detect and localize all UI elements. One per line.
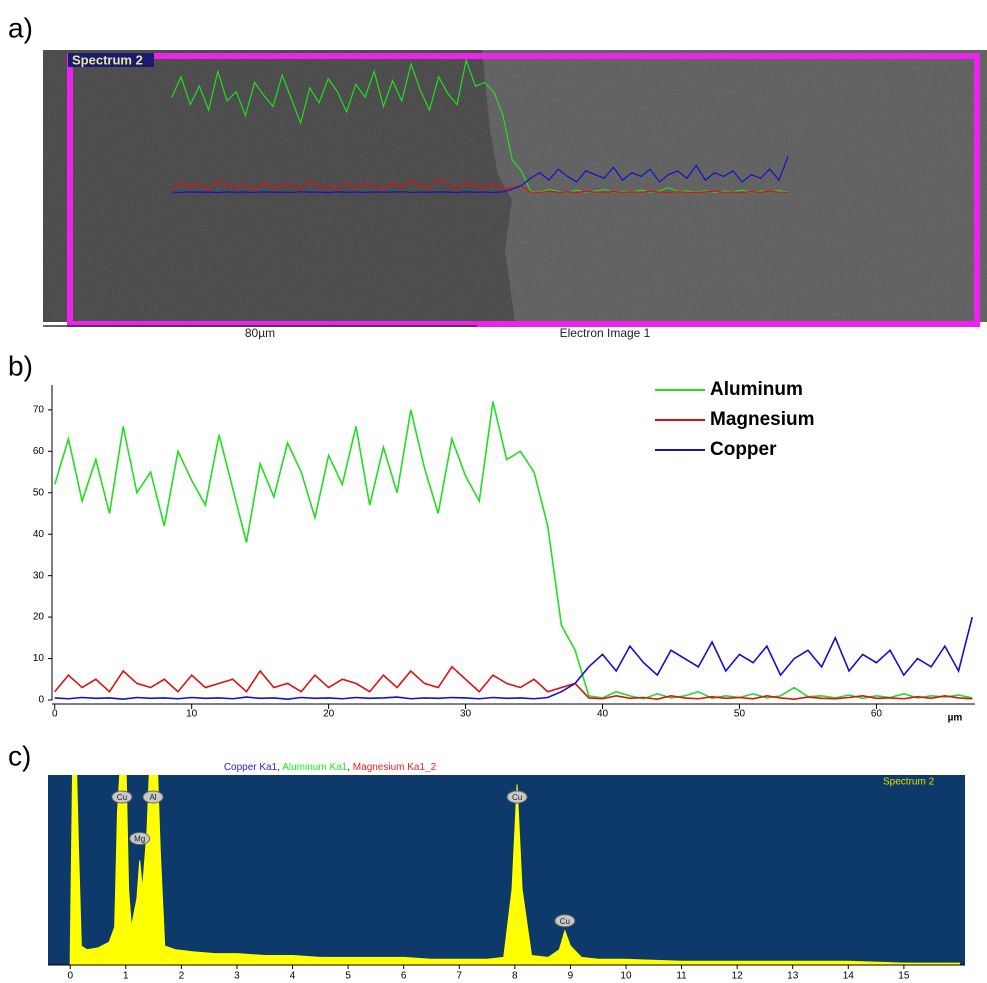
peak-label: Cu (560, 917, 570, 926)
y-tick-label: 20 (33, 612, 45, 623)
profile-overlay (171, 58, 789, 194)
legend-label: Copper (710, 439, 777, 460)
x-tick-label: 0 (52, 709, 58, 720)
x-tick-label: 0 (67, 971, 73, 982)
y-tick-label: 40 (33, 529, 45, 540)
x-tick-label: 15 (898, 971, 910, 982)
x-tick-label: 13 (787, 971, 799, 982)
x-tick-label: 2 (179, 971, 185, 982)
legend-label: Magnesium (710, 409, 815, 430)
x-axis-label: µm (948, 713, 963, 724)
x-tick-label: 12 (732, 971, 744, 982)
panel-label: a) (8, 12, 33, 43)
legend-label: Aluminum (710, 379, 803, 400)
x-tick-label: 9 (568, 971, 574, 982)
y-tick-label: 50 (33, 487, 45, 498)
y-tick-label: 30 (33, 570, 45, 581)
x-tick-label: 40 (597, 709, 609, 720)
overlay-line (171, 155, 789, 194)
panel-label: b) (8, 350, 33, 381)
overlay-line (171, 58, 789, 194)
x-tick-label: 5 (345, 971, 351, 982)
legend-separator: , (277, 762, 280, 773)
data-line (53, 401, 973, 700)
spectrum-legend: Copper Ka1, Aluminum Ka1, Magnesium Ka1_… (224, 762, 437, 773)
x-tick-label: 14 (843, 971, 855, 982)
peak-badge (129, 832, 151, 845)
image-title: Spectrum 2 (72, 52, 143, 67)
x-tick-label: 4 (290, 971, 296, 982)
x-tick-label: 50 (734, 709, 746, 720)
data-line (54, 665, 973, 700)
x-tick-label: 10 (186, 709, 198, 720)
peak-badge (111, 790, 133, 804)
spectrum-area (69, 775, 960, 965)
y-tick-label: 60 (33, 446, 45, 457)
x-tick-label: 20 (323, 709, 335, 720)
image-caption: Electron Image 1 (560, 326, 651, 340)
x-tick-label: 1 (123, 971, 129, 982)
scale-label: 80µm (245, 326, 275, 340)
x-tick-label: 30 (460, 709, 472, 720)
legend-separator: , (347, 762, 350, 773)
peak-badge (506, 790, 528, 804)
peak-label: Cu (117, 793, 127, 802)
peak-label: Al (149, 793, 156, 802)
x-tick-label: 11 (676, 971, 687, 982)
peak-label: Cu (512, 793, 522, 802)
y-tick-label: 70 (33, 405, 45, 416)
legend-entry: Magnesium Ka1_2 (353, 762, 437, 773)
spectrum-title: Spectrum 2 (883, 777, 935, 788)
legend-entry: Copper Ka1 (224, 762, 278, 773)
x-tick-label: 60 (871, 709, 883, 720)
y-tick-label: 10 (33, 653, 45, 664)
peak-label: Mg (134, 835, 145, 844)
overlay-line (171, 177, 789, 194)
peak-badge (554, 914, 576, 928)
x-tick-label: 7 (456, 971, 462, 982)
x-tick-label: 6 (401, 971, 407, 982)
data-line (54, 616, 974, 700)
x-tick-label: 10 (620, 971, 632, 982)
x-tick-label: 3 (234, 971, 240, 982)
panel-label: c) (8, 740, 31, 771)
y-tick-label: 0 (38, 695, 44, 706)
x-tick-label: 8 (512, 971, 518, 982)
peak-badge (142, 790, 164, 804)
legend-entry: Aluminum Ka1 (282, 762, 347, 773)
